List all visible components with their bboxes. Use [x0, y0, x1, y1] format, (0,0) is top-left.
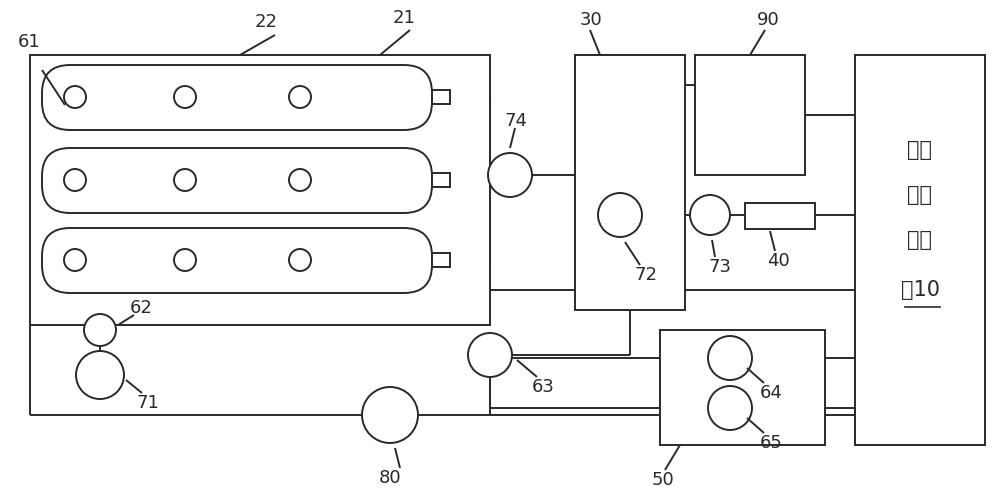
Circle shape — [76, 351, 124, 399]
Text: 61: 61 — [18, 33, 41, 51]
Text: 65: 65 — [760, 434, 783, 452]
Bar — [432, 173, 450, 187]
Bar — [745, 203, 815, 229]
Circle shape — [174, 86, 196, 108]
Bar — [855, 55, 985, 445]
FancyBboxPatch shape — [42, 228, 432, 293]
Circle shape — [488, 153, 532, 197]
Text: 22: 22 — [255, 13, 278, 31]
Text: 90: 90 — [757, 11, 780, 29]
Text: 30: 30 — [580, 11, 603, 29]
Bar — [30, 55, 490, 325]
Text: 氢装: 氢装 — [908, 230, 932, 250]
Text: 50: 50 — [652, 471, 675, 489]
Text: 40: 40 — [767, 252, 790, 270]
Circle shape — [64, 249, 86, 271]
Text: 水制: 水制 — [908, 185, 932, 205]
Circle shape — [708, 386, 752, 430]
Bar — [575, 55, 685, 310]
Circle shape — [708, 336, 752, 380]
Text: 74: 74 — [505, 112, 528, 130]
Text: 73: 73 — [708, 258, 731, 276]
Text: 71: 71 — [137, 394, 160, 412]
Circle shape — [174, 169, 196, 191]
Circle shape — [84, 314, 116, 346]
Circle shape — [468, 333, 512, 377]
Circle shape — [289, 86, 311, 108]
Text: 62: 62 — [130, 299, 153, 317]
Circle shape — [289, 169, 311, 191]
Text: 72: 72 — [634, 266, 657, 284]
Text: 80: 80 — [379, 469, 401, 487]
Text: 64: 64 — [760, 384, 783, 402]
Text: 21: 21 — [393, 9, 416, 27]
Circle shape — [174, 249, 196, 271]
Circle shape — [690, 195, 730, 235]
Circle shape — [362, 387, 418, 443]
Bar — [695, 55, 805, 175]
Bar — [432, 253, 450, 267]
FancyBboxPatch shape — [42, 65, 432, 130]
Bar — [660, 330, 825, 445]
Bar — [432, 90, 450, 104]
Circle shape — [64, 86, 86, 108]
Text: 置10: 置10 — [900, 280, 940, 300]
Circle shape — [289, 249, 311, 271]
Circle shape — [64, 169, 86, 191]
Text: 63: 63 — [532, 378, 555, 396]
FancyBboxPatch shape — [42, 148, 432, 213]
Circle shape — [598, 193, 642, 237]
Text: 电解: 电解 — [908, 140, 932, 160]
